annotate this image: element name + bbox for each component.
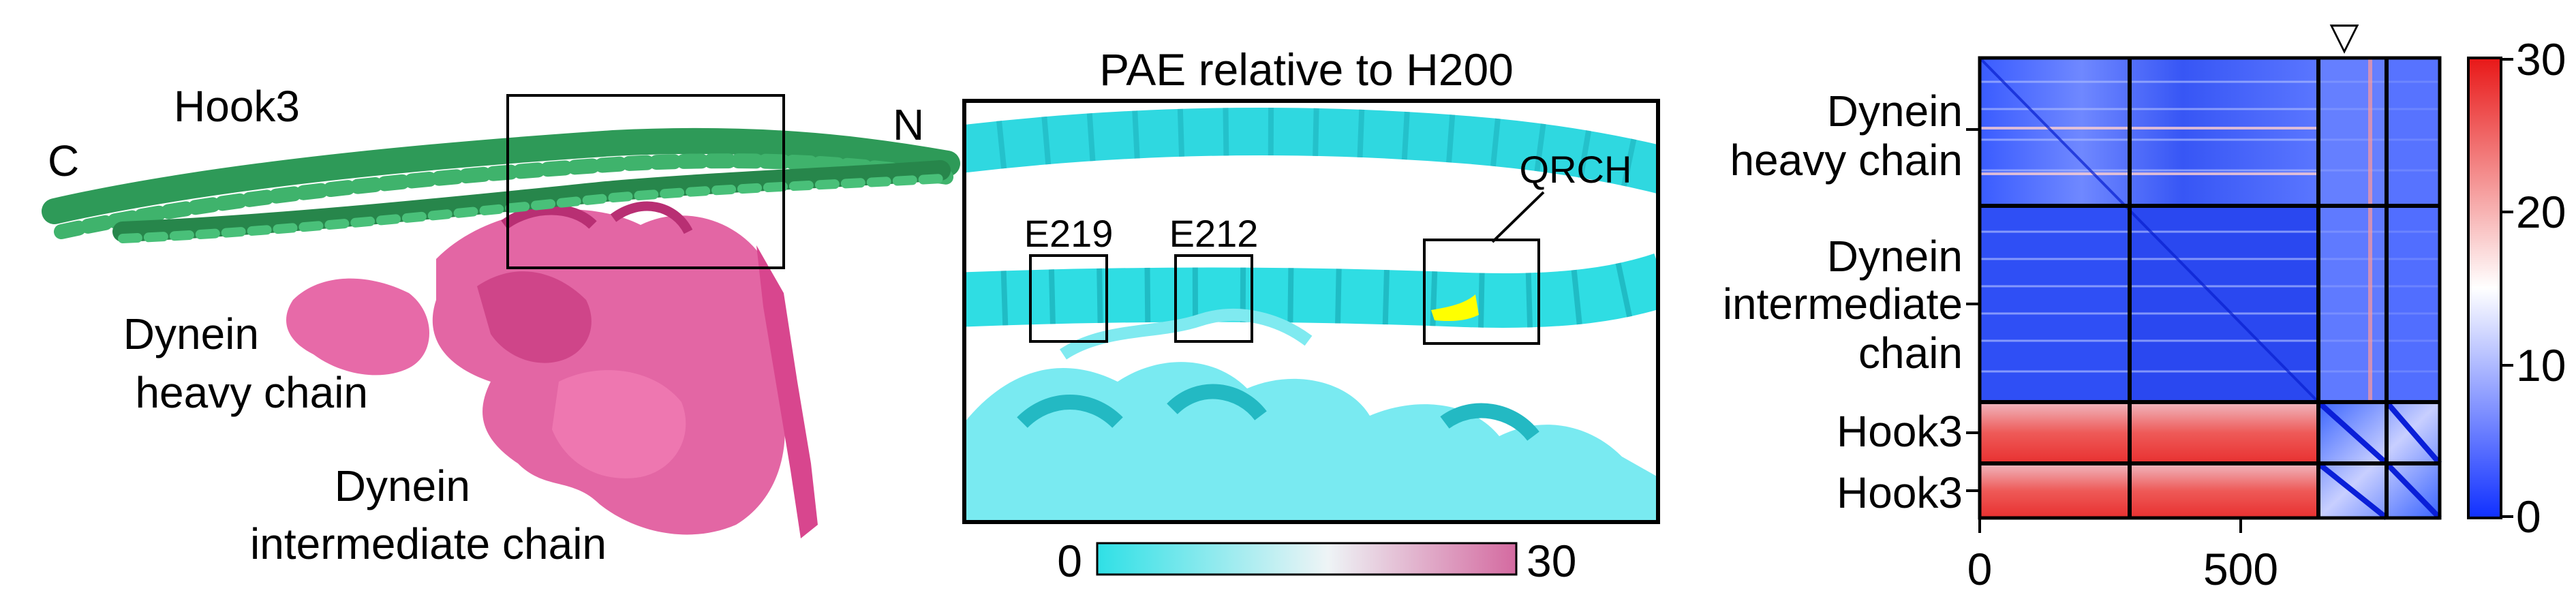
row-label-dic-2: intermediate [1723, 279, 1963, 328]
qrch-pointer [1491, 191, 1545, 243]
qrch-label: QRCH [1520, 148, 1632, 191]
dynein-heavy-chain-label-2: heavy chain [135, 368, 368, 417]
x-tick-500: 500 [2203, 544, 2278, 594]
zoom-structure [964, 101, 1658, 522]
pae-zoom-panel: PAE relative to H200 E219 E212 QRCH 0 30 [962, 44, 1660, 586]
row-label-dhc-1: Dynein [1827, 87, 1963, 136]
zoom-frame [962, 99, 1660, 524]
dynein-intermediate-chain-label-2: intermediate chain [250, 519, 607, 568]
zoom-colorbar-min: 0 [1057, 536, 1082, 586]
zoom-colorbar-max: 30 [1527, 536, 1576, 586]
hook3-label: Hook3 [174, 82, 300, 131]
pae-marker: ▽ [2329, 14, 2359, 57]
hook3-structure [42, 127, 960, 243]
e212-label: E212 [1169, 212, 1259, 255]
pae-matrix-panel: ▽ Dynein heavy chain Dynein intermediate… [1723, 14, 2566, 594]
qrch-highlight [1431, 294, 1479, 322]
e219-box [1029, 254, 1108, 343]
qrch-box [1423, 239, 1540, 345]
row-label-hook3-b: Hook3 [1837, 468, 1963, 517]
colorbar-tick-0: 0 [2516, 491, 2541, 542]
e212-box [1174, 254, 1253, 343]
x-tick-0: 0 [1967, 544, 1993, 594]
colorbar-tick-10: 10 [2516, 340, 2566, 391]
zoom-colorbar [1096, 542, 1518, 576]
structure-panel: Hook3 C N Dynein heavy chain Dynein inte… [42, 82, 960, 568]
row-label-dhc-2: heavy chain [1730, 136, 1963, 185]
n-terminus-label: N [893, 100, 924, 149]
c-terminus-label: C [48, 136, 79, 185]
row-label-dic-1: Dynein [1827, 232, 1963, 281]
dynein-heavy-chain-label-1: Dynein [123, 309, 259, 358]
row-label-hook3-a: Hook3 [1837, 407, 1963, 456]
dynein-structure [286, 201, 818, 538]
dynein-intermediate-chain-label-1: Dynein [335, 461, 470, 510]
colorbar-tick-30: 30 [2516, 34, 2566, 85]
pae-zoom-title: PAE relative to H200 [1099, 44, 1514, 95]
pae-colorbar [2467, 57, 2502, 519]
pae-heatmap [1978, 56, 2442, 521]
row-label-dic-3: chain [1858, 328, 1963, 378]
e219-label: E219 [1024, 212, 1114, 255]
zoom-box [506, 94, 785, 269]
colorbar-tick-20: 20 [2516, 187, 2566, 237]
